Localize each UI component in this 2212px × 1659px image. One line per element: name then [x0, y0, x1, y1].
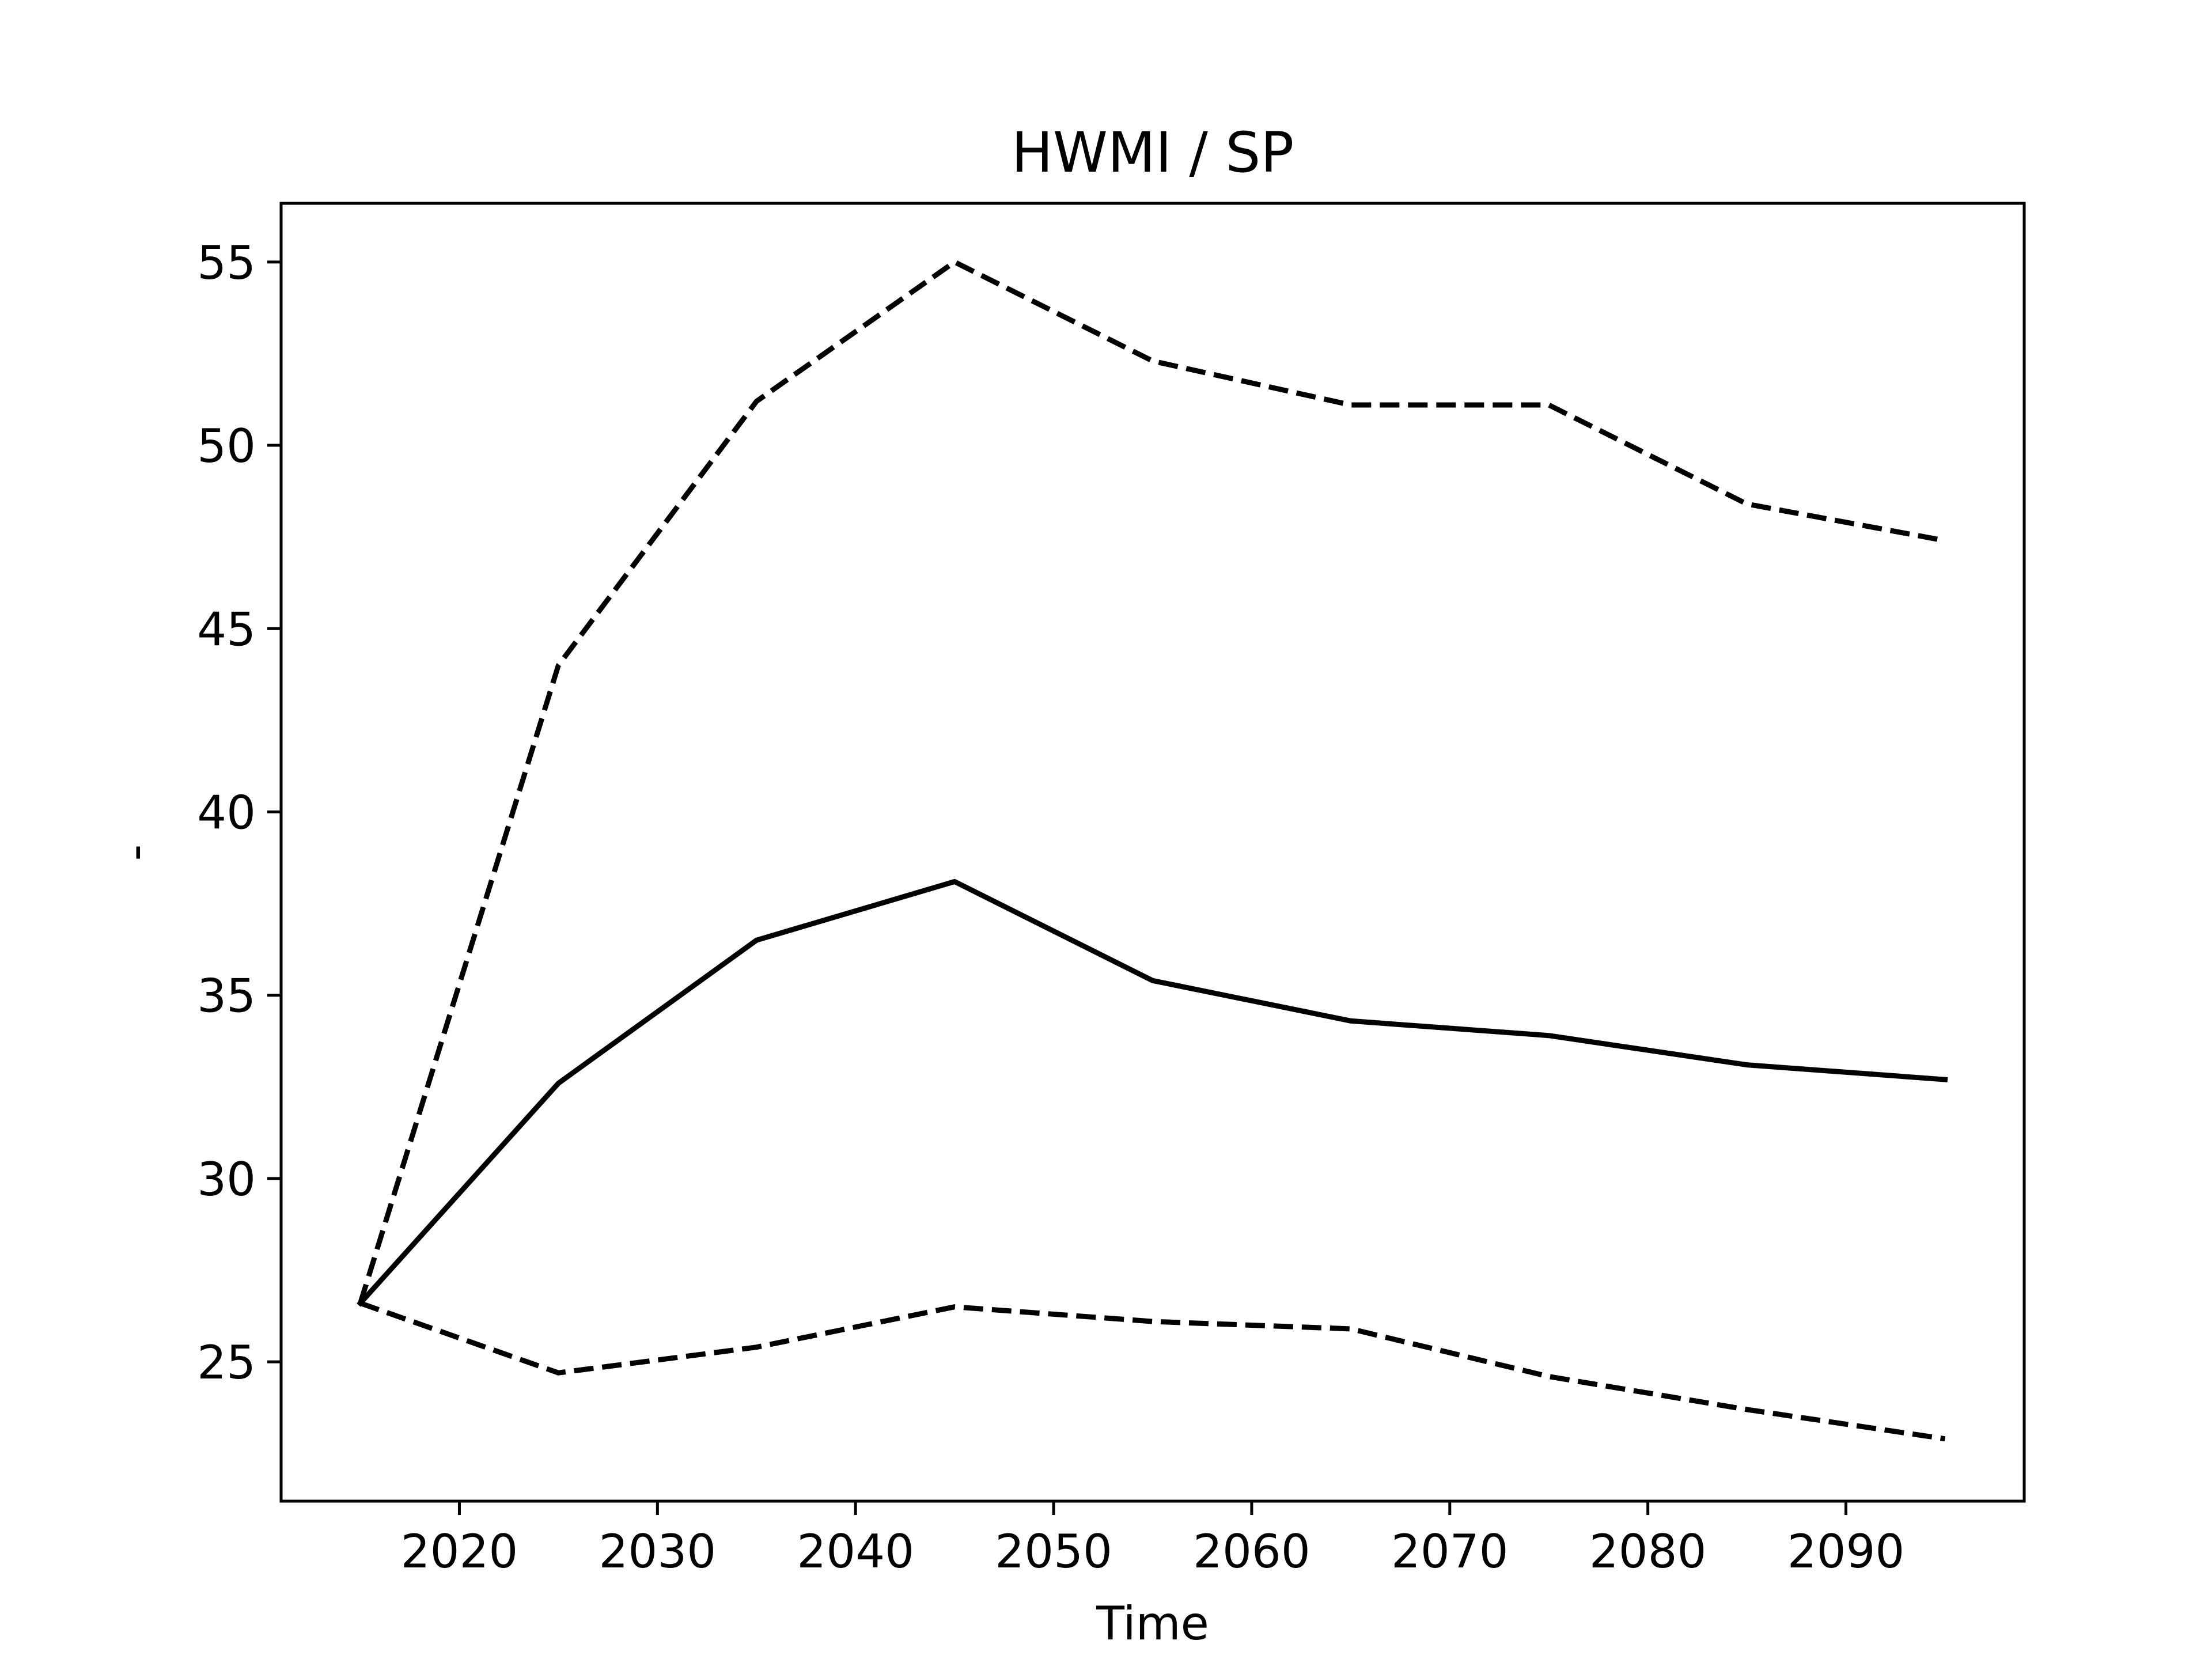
chart-title: HWMI / SP — [1012, 120, 1294, 185]
y-tick-label: 25 — [197, 1336, 256, 1389]
dashed-series-line-1 — [358, 259, 1946, 1304]
solid-series-line-0 — [357, 878, 1948, 1307]
plot-area — [357, 259, 1948, 1442]
y-axis-ticks: 25 30 35 40 45 50 55 — [197, 236, 281, 1389]
x-axis-label: Time — [1096, 1597, 1209, 1650]
y-tick-label: 45 — [197, 603, 256, 656]
y-tick-label: 55 — [197, 236, 256, 290]
x-axis-ticks: 2020 2030 2040 2050 2060 2070 2080 2090 — [401, 1501, 1905, 1578]
x-tick-label: 2060 — [1193, 1525, 1310, 1578]
y-tick-label: 30 — [197, 1153, 256, 1206]
x-tick-label: 2050 — [995, 1525, 1112, 1578]
x-tick-label: 2020 — [401, 1525, 518, 1578]
x-tick-label: 2070 — [1391, 1525, 1509, 1578]
y-axis-label: - — [108, 844, 162, 861]
y-tick-label: 50 — [197, 419, 256, 473]
y-tick-label: 40 — [197, 786, 256, 839]
plot-frame — [279, 202, 2026, 1503]
x-tick-label: 2090 — [1787, 1525, 1905, 1578]
y-tick-label: 35 — [197, 969, 256, 1023]
x-tick-label: 2080 — [1589, 1525, 1707, 1578]
x-tick-label: 2040 — [797, 1525, 914, 1578]
x-tick-label: 2030 — [599, 1525, 717, 1578]
